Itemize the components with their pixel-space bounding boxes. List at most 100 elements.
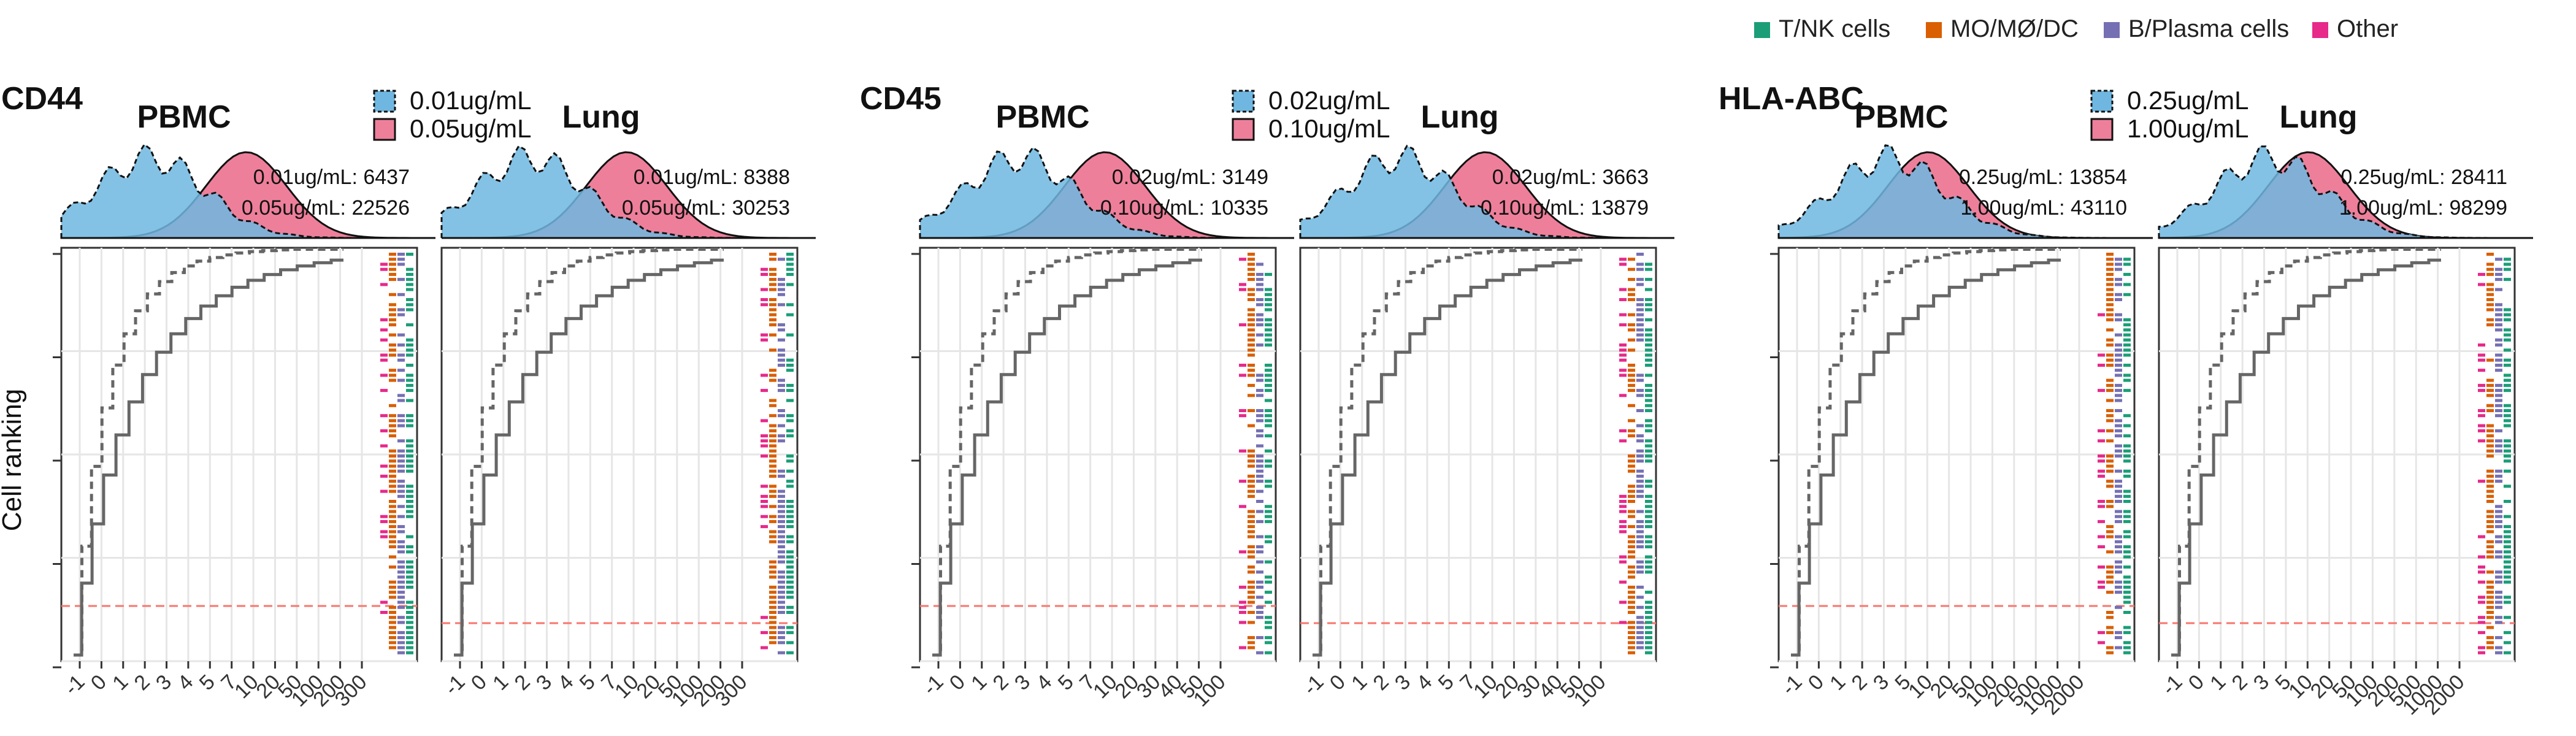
rug-mark	[389, 272, 396, 276]
rug-mark	[2495, 540, 2502, 543]
rug-mark	[1636, 525, 1644, 529]
rug-mark	[778, 530, 785, 534]
rug-mark	[2115, 353, 2122, 357]
rug-mark	[2106, 565, 2114, 569]
rug-mark	[2478, 429, 2485, 432]
x-tick-label: 5	[1434, 670, 1459, 695]
rug-mark	[1636, 641, 1644, 645]
rug-mark	[1256, 272, 1263, 276]
rug-mark	[1645, 570, 1652, 574]
marker-group-1: CD45 0.02ug/mL0.10ug/mL PBMC 0.02ug/mL: 314…	[860, 81, 1674, 711]
rug-mark	[2115, 580, 2122, 584]
rug-mark	[1248, 565, 1255, 569]
rug-mark	[1636, 313, 1644, 316]
rug-mark	[786, 540, 794, 543]
rug-mark	[1256, 636, 1263, 640]
rug-mark	[2495, 580, 2502, 584]
rug-mark	[2106, 570, 2114, 574]
rug-mark	[406, 636, 413, 640]
rug-mark	[2106, 646, 2114, 650]
rug-mark	[2115, 540, 2122, 543]
rug-mark	[761, 374, 768, 377]
rug-mark	[389, 404, 396, 407]
rug-mark	[1265, 651, 1272, 654]
count-high: 1.00ug/mL: 43110	[1960, 196, 2127, 220]
rug-mark	[778, 409, 785, 412]
rug-mark	[1265, 464, 1272, 468]
rug-mark	[1256, 419, 1263, 423]
rug-mark	[2115, 399, 2122, 402]
rug-mark	[397, 494, 405, 498]
rug-mark	[1645, 540, 1652, 543]
rug-mark	[389, 480, 396, 483]
x-tick-label: 4	[1412, 670, 1436, 695]
rug-mark	[1628, 459, 1635, 463]
rug-mark	[1619, 505, 1627, 508]
rug-mark	[1645, 328, 1652, 332]
rug-mark	[1265, 449, 1272, 453]
count-high: 0.10ug/mL: 10335	[1100, 196, 1268, 220]
x-tick-label: 1	[967, 670, 991, 695]
rug-mark	[2115, 519, 2122, 523]
density-low	[2158, 145, 2515, 239]
rug-mark	[2123, 378, 2131, 382]
rug-mark	[769, 474, 776, 478]
rug-mark	[1256, 489, 1263, 493]
rug-mark	[769, 298, 776, 301]
rug-mark	[1636, 439, 1644, 443]
rug-mark	[397, 459, 405, 463]
rug-mark	[778, 293, 785, 296]
rug-mark	[1248, 338, 1255, 342]
cum-curve-low	[74, 248, 343, 657]
rug-mark	[1628, 293, 1635, 296]
rug-mark	[1628, 364, 1635, 367]
rug-mark	[397, 591, 405, 594]
rug-mark	[1636, 510, 1644, 513]
rug-mark	[2504, 459, 2511, 463]
x-tick-label: -1	[1777, 670, 1806, 700]
rug-mark	[397, 369, 405, 372]
rug-mark	[778, 348, 785, 352]
rug-mark	[2106, 535, 2114, 539]
rug-mark	[2504, 389, 2511, 393]
rug-mark	[406, 253, 413, 256]
rug-mark	[1256, 313, 1263, 316]
rug-mark	[1248, 374, 1255, 377]
rug-mark	[1265, 308, 1272, 312]
rug-mark	[2504, 500, 2511, 503]
rug-mark	[1248, 459, 1255, 463]
rug-mark	[1256, 333, 1263, 337]
rug-mark	[406, 267, 413, 271]
rug-mark	[786, 560, 794, 564]
rug-mark	[2123, 580, 2131, 584]
rug-mark	[778, 338, 785, 342]
rug-mark	[761, 494, 768, 498]
rug-mark	[380, 267, 388, 271]
rug-mark	[380, 374, 388, 377]
rug-mark	[2478, 651, 2485, 654]
rug-mark	[769, 323, 776, 327]
rug-mark	[778, 358, 785, 362]
rug-mark	[2098, 439, 2105, 443]
rug-mark	[406, 298, 413, 301]
rug-mark	[1265, 318, 1272, 321]
rug-mark	[1256, 585, 1263, 589]
rug-mark	[786, 459, 794, 463]
rug-mark	[2478, 580, 2485, 584]
rug-mark	[1636, 449, 1644, 453]
x-tick-label: 3	[1010, 670, 1035, 695]
rug-mark	[2478, 570, 2485, 574]
rug-mark	[2495, 469, 2502, 473]
rug-mark	[2495, 570, 2502, 574]
x-tick-label: 5	[575, 670, 600, 695]
rug-mark	[786, 626, 794, 629]
rug-mark	[2115, 424, 2122, 427]
rug-mark	[1256, 374, 1263, 377]
rug-mark	[1256, 596, 1263, 599]
rug-mark	[406, 560, 413, 564]
rug-mark	[406, 419, 413, 423]
rug-mark	[1645, 278, 1652, 282]
rug-mark	[2106, 626, 2114, 629]
rug-mark	[389, 253, 396, 256]
rug-mark	[2486, 293, 2494, 296]
